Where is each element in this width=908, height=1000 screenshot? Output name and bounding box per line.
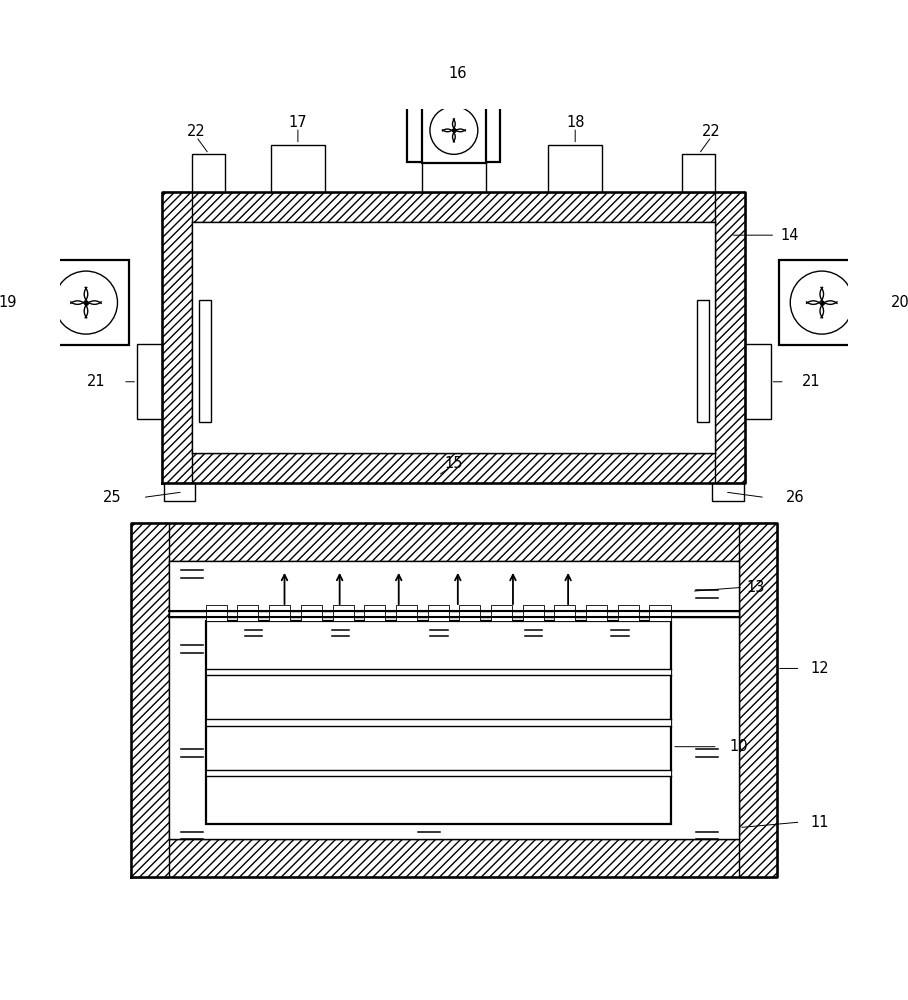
- Text: 26: 26: [786, 490, 805, 505]
- Text: 12: 12: [810, 661, 829, 676]
- Bar: [739, 523, 777, 877]
- Bar: [163, 192, 192, 483]
- Text: 14: 14: [781, 228, 799, 243]
- Text: 22: 22: [187, 124, 205, 139]
- Bar: [548, 145, 602, 192]
- Bar: [332, 605, 353, 621]
- Bar: [555, 621, 576, 824]
- Bar: [206, 719, 670, 726]
- Bar: [523, 605, 544, 621]
- Bar: [421, 98, 486, 163]
- Text: 18: 18: [566, 115, 585, 130]
- Bar: [131, 523, 169, 877]
- Text: 25: 25: [103, 490, 122, 505]
- Text: 21: 21: [802, 374, 821, 389]
- Bar: [131, 839, 777, 877]
- Bar: [459, 605, 480, 621]
- Bar: [586, 605, 607, 621]
- Text: 22: 22: [702, 124, 721, 139]
- Bar: [428, 621, 449, 824]
- Text: 20: 20: [891, 295, 908, 310]
- Bar: [555, 605, 576, 621]
- Text: 10: 10: [730, 739, 748, 754]
- Bar: [364, 621, 385, 824]
- Bar: [396, 621, 417, 824]
- Bar: [301, 605, 321, 621]
- Bar: [237, 621, 259, 824]
- Bar: [617, 605, 639, 621]
- Bar: [163, 192, 745, 222]
- Bar: [206, 770, 670, 776]
- Bar: [408, 99, 500, 162]
- Text: 21: 21: [87, 374, 105, 389]
- Bar: [269, 621, 291, 824]
- Bar: [44, 260, 129, 345]
- Text: 13: 13: [747, 580, 765, 595]
- Bar: [131, 523, 777, 561]
- Bar: [199, 300, 212, 422]
- Bar: [364, 605, 385, 621]
- Bar: [396, 605, 417, 621]
- Text: 15: 15: [445, 456, 463, 471]
- Bar: [682, 154, 716, 192]
- Bar: [712, 483, 744, 501]
- Text: 17: 17: [289, 115, 307, 130]
- Bar: [523, 621, 544, 824]
- Bar: [745, 344, 771, 419]
- Text: 11: 11: [810, 815, 828, 830]
- Bar: [617, 621, 639, 824]
- Bar: [271, 145, 325, 192]
- Bar: [137, 344, 163, 419]
- Bar: [586, 621, 607, 824]
- Bar: [237, 605, 259, 621]
- Bar: [332, 621, 353, 824]
- Bar: [428, 605, 449, 621]
- Bar: [163, 453, 745, 483]
- Bar: [421, 162, 486, 192]
- Bar: [779, 260, 864, 345]
- Bar: [192, 222, 716, 453]
- Bar: [169, 611, 739, 617]
- Bar: [649, 605, 670, 621]
- Bar: [206, 621, 670, 824]
- Bar: [164, 483, 195, 501]
- Bar: [491, 621, 512, 824]
- Bar: [491, 605, 512, 621]
- Text: 19: 19: [0, 295, 16, 310]
- Bar: [301, 621, 321, 824]
- Text: 16: 16: [449, 66, 467, 81]
- Bar: [192, 154, 225, 192]
- Bar: [716, 192, 745, 483]
- Bar: [206, 669, 670, 675]
- Bar: [649, 621, 670, 824]
- Bar: [206, 605, 227, 621]
- Bar: [269, 605, 291, 621]
- Bar: [169, 561, 739, 839]
- Bar: [459, 621, 480, 824]
- Bar: [696, 300, 709, 422]
- Bar: [206, 621, 227, 824]
